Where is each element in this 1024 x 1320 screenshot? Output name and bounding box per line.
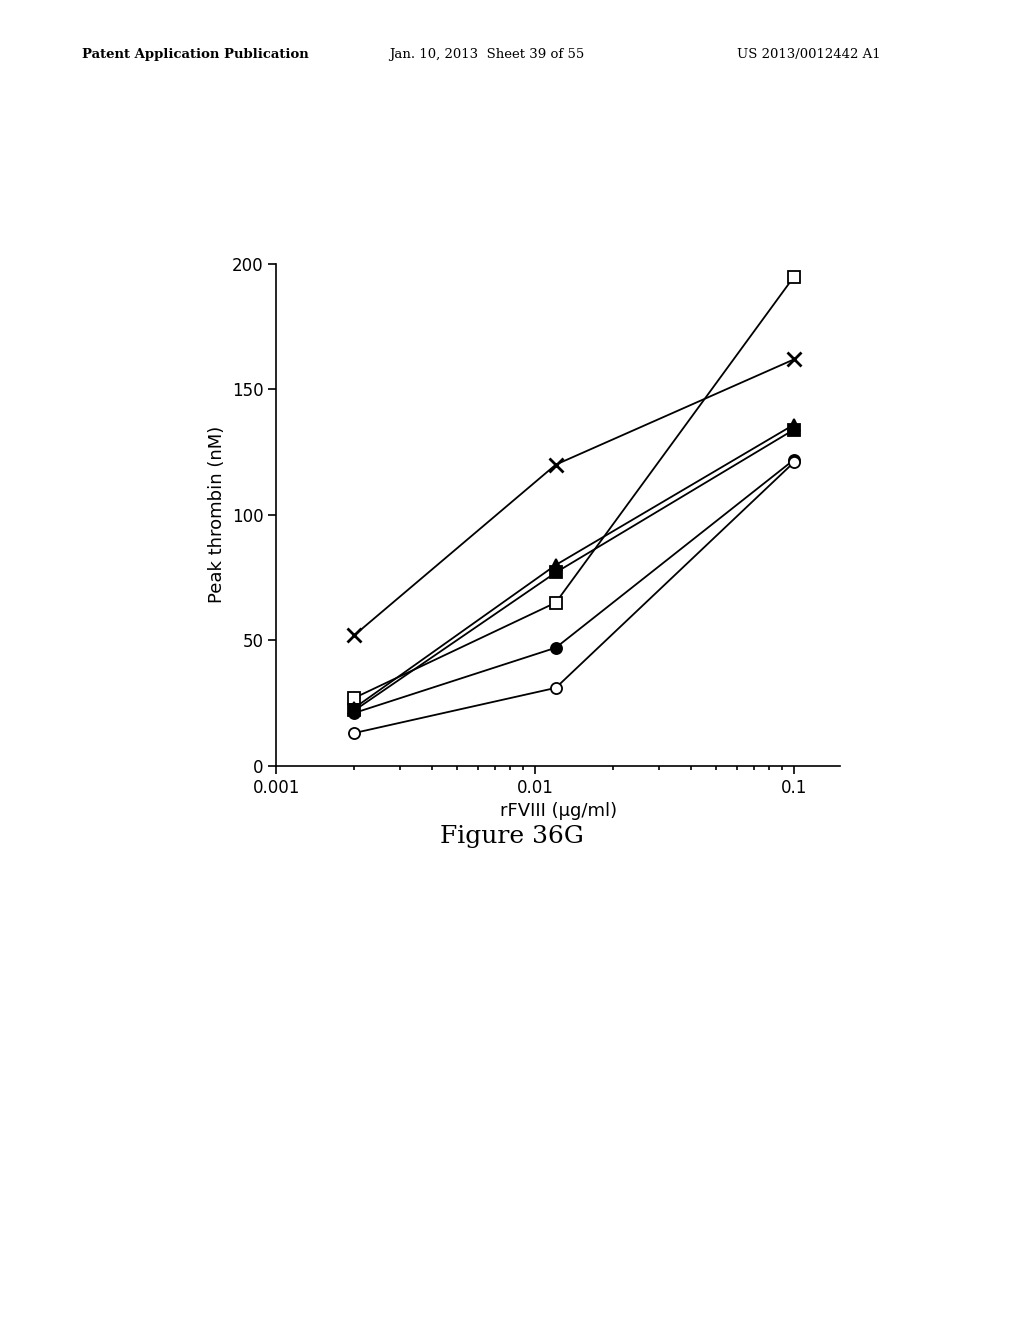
Y-axis label: Peak thrombin (nM): Peak thrombin (nM): [208, 426, 226, 603]
Text: Patent Application Publication: Patent Application Publication: [82, 48, 308, 61]
Text: US 2013/0012442 A1: US 2013/0012442 A1: [737, 48, 881, 61]
Text: Jan. 10, 2013  Sheet 39 of 55: Jan. 10, 2013 Sheet 39 of 55: [389, 48, 585, 61]
X-axis label: rFVIII (μg/ml): rFVIII (μg/ml): [500, 803, 616, 820]
Text: Figure 36G: Figure 36G: [440, 825, 584, 847]
